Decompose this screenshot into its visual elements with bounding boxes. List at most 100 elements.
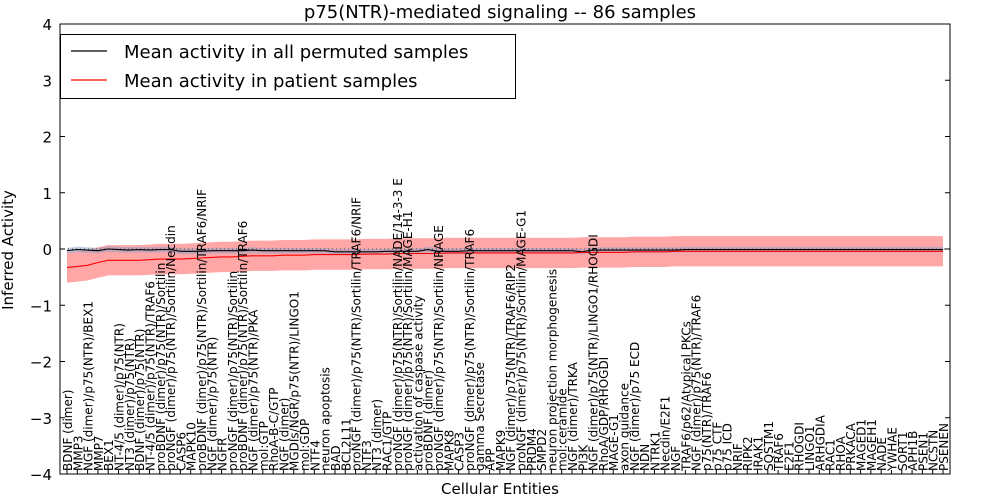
x-tick-label: NGF xyxy=(669,446,683,471)
x-tick-label: NGF (dimer)/p75 ECD xyxy=(628,342,642,471)
x-tick-label: BDNF (dimer)/p75(NTR) xyxy=(133,329,147,471)
x-tick-label: NT3 (dimer)/p75(NTR) xyxy=(123,338,137,471)
x-tick-label: ARHGDIA xyxy=(813,414,827,471)
x-tick-label: NT3 (dimer) xyxy=(370,399,384,471)
x-tick-label: RAC1 xyxy=(824,439,838,471)
x-tick-label: NTF4 xyxy=(308,440,322,471)
x-tick-label: proNGF (dimer)/p75(NTR)/Sortilin/MAGE-H1 xyxy=(401,211,415,471)
x-tick-label: Necdin/E2F1 xyxy=(659,396,673,471)
x-tick-label: MAGED1 xyxy=(855,419,869,471)
x-tick-label: NCSTN xyxy=(927,430,941,471)
y-tick-label: −2 xyxy=(30,354,52,372)
y-tick-label: 2 xyxy=(42,129,52,147)
x-tick-label: TRAF6/p62/Atypical PKCs xyxy=(679,321,693,472)
x-tick-label: TRAF6 xyxy=(772,433,786,472)
x-tick-label: NTF3 xyxy=(360,440,374,471)
x-tick-label: E2F1 xyxy=(782,441,796,471)
y-tick-label: 4 xyxy=(42,16,52,34)
x-tick-label: RhoA/GDP/RHOGDI xyxy=(597,357,611,471)
x-tick-label: proNGF (dimer)/p75(NTR)/Sortilin/TRAF6 xyxy=(463,229,477,471)
x-tick-label: NGF (dimer)/p75(NTR)/PKA xyxy=(247,309,261,471)
x-tick-label: p75 ICD xyxy=(721,423,735,471)
x-tick-label: NADE xyxy=(875,437,889,471)
legend-label-patient: Mean activity in patient samples xyxy=(124,71,418,92)
x-tick-label: proBDNF (dimer)/p75(NTR)/Sortilin/TRAF6/… xyxy=(195,189,209,471)
x-tick-label: YWHAE xyxy=(885,427,899,472)
x-tick-label: MGDIs/NGR/p75(NTR)/LINGO1 xyxy=(288,291,302,471)
x-tick-label: NGF (dimer)/p75(NTR)/LINGO1/RHOGDI xyxy=(587,234,601,471)
y-tick-label: −1 xyxy=(30,297,52,315)
x-tick-label: proNGF (dimer)/p75(NTR)/Sortilin/NADE/14… xyxy=(391,178,405,471)
x-axis-label: Cellular Entities xyxy=(441,480,559,498)
legend-label-permuted: Mean activity in all permuted samples xyxy=(124,42,468,63)
x-tick-label: IRAK1 xyxy=(751,436,765,471)
x-tick-label: MAPK8 xyxy=(442,430,456,471)
legend-box xyxy=(60,34,516,99)
y-axis-label: Inferred Activity xyxy=(0,190,17,310)
x-tick-label: neuron projection morphogenesis xyxy=(545,269,559,471)
x-tick-label: NGF (dimer)/p75(NTR)/TRAF6/RIP2 xyxy=(504,264,518,471)
x-tick-label: NGFR xyxy=(216,437,230,471)
series-lines xyxy=(60,248,950,269)
x-tick-label: proNGF (dimer)/p75(NTR)/Sortilin/TRAF6/N… xyxy=(350,197,364,471)
x-tick-label: PSEN1 xyxy=(916,432,930,471)
x-tick-label: MAGE-G1 xyxy=(607,414,621,471)
x-tick-label: proNGF (dimer)/p75(NTR)/Sortilin/Necdin xyxy=(164,225,178,471)
x-tick-label: BCL2L11 xyxy=(339,418,353,471)
x-tick-label: NT-4/5 (dimer)/p75(NTR) xyxy=(113,323,127,471)
series-line-patient xyxy=(66,250,943,269)
x-tick-label: RHOA xyxy=(834,435,848,471)
x-tick-label: NGF (dimer)/p75(NTR)/BEX1 xyxy=(82,301,96,471)
x-tick-label: NTRK1 xyxy=(648,431,662,471)
y-tick-label: −3 xyxy=(30,410,52,428)
y-tick-label: 0 xyxy=(42,241,52,259)
x-tick-label: LINGO1 xyxy=(803,425,817,471)
x-tick-label: APH1B xyxy=(906,431,920,471)
x-tick-label: SMPD2 xyxy=(535,429,549,471)
x-tick-label: MMP3 xyxy=(71,435,85,471)
x-tick-label: RAC1/GTP xyxy=(380,412,394,471)
x-tick-label: RIPK2 xyxy=(741,436,755,471)
x-tick-label: proBDNF (dimer) xyxy=(422,370,436,471)
x-tick-label: MAPK9 xyxy=(494,430,508,471)
x-tick-label: mol:ceramide xyxy=(556,388,570,471)
x-tick-label: proBDNF (dimer)/p75(NTR)/Sortilin xyxy=(154,263,168,471)
x-tick-label: activation of caspase activity xyxy=(411,296,425,471)
x-tick-label: SORT1 xyxy=(896,432,910,472)
x-tick-label: RHOGDI xyxy=(793,422,807,471)
x-tick-label: NDN xyxy=(638,444,652,471)
y-tick-label: 1 xyxy=(42,185,52,203)
chart-title: p75(NTR)-mediated signaling -- 86 sample… xyxy=(304,2,696,23)
x-tick-label: mol:GTP xyxy=(257,421,271,471)
x-tick-label: gamma Secretase xyxy=(473,362,487,471)
y-tick-label: −4 xyxy=(30,466,52,484)
x-tick-label: proNGF (dimer)/p75(NTR)/Sortilin/MAGE-G1 xyxy=(514,210,528,471)
x-tick-label: APP xyxy=(484,448,498,471)
plot-frame xyxy=(59,23,951,475)
x-tick-label: PRKACA xyxy=(844,422,858,471)
x-tick-label: NGF (dimer)/TRKA xyxy=(566,361,580,471)
x-tick-label: NRIF xyxy=(731,443,745,471)
x-tick-label: MAPK10 xyxy=(185,422,199,471)
x-tick-label: PRDM4 xyxy=(525,428,539,471)
x-tick-label: MMP7 xyxy=(92,435,106,471)
x-tick-label: SQSTM1 xyxy=(762,421,776,471)
legend: Mean activity in all permuted samples Me… xyxy=(60,34,516,99)
x-tick-label: MAGEH1 xyxy=(865,419,879,471)
x-tick-label: CASP6 xyxy=(174,432,188,471)
x-tick-label: BDNF (dimer) xyxy=(61,390,75,472)
x-tick-label: axon guidance xyxy=(618,383,632,471)
x-tick-label: proNGF (dimer)/p75(NTR)/Sortilin xyxy=(226,271,240,471)
x-tick-label: p75(NTR)/TRAF6 xyxy=(700,372,714,471)
series-line-permuted xyxy=(66,248,943,253)
x-tick-label: NGF (dimer)/p75(NTR)/TRAF6 xyxy=(690,295,704,471)
x-tick-label: RhoA-B-C/GTP xyxy=(267,387,281,471)
x-tick-label: p75 CTF xyxy=(710,422,724,471)
x-tick-label: NGF (dimer)/p75(NTR) xyxy=(205,337,219,471)
y-tick-label: 3 xyxy=(42,72,52,90)
x-tick-label: PI3K xyxy=(576,444,590,471)
x-tick-label: CASP3 xyxy=(453,432,467,471)
x-tick-label: neuron apoptosis xyxy=(319,367,333,471)
